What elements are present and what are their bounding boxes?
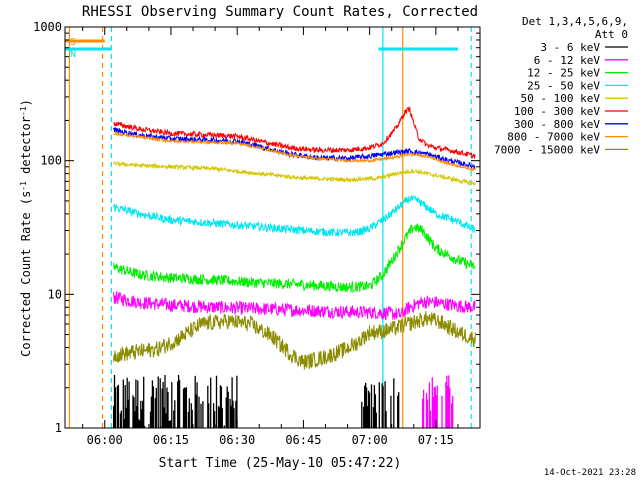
x-axis-label: Start Time (25-May-10 05:47:22) <box>159 456 402 471</box>
legend-label-1: 6 - 12 keV <box>534 54 601 67</box>
x-tick-label-4: 07:00 <box>352 433 388 447</box>
series-line-7 <box>113 127 476 170</box>
legend-label-0: 3 - 6 keV <box>540 41 600 54</box>
series-spikes-0 <box>112 374 400 428</box>
legend-label-4: 50 - 100 keV <box>521 92 601 105</box>
y-axis-label-sup-1: -1 <box>19 181 28 191</box>
y-tick-label-3: 1000 <box>33 20 62 34</box>
legend-label-8: 7000 - 15000 keV <box>494 143 600 156</box>
series-spikes-1 <box>421 375 454 428</box>
state-bar-label-1: N <box>70 49 76 60</box>
series-line-9 <box>113 310 476 370</box>
legend-label-6: 300 - 800 keV <box>514 118 600 131</box>
series-line-2 <box>113 291 476 321</box>
y-tick-label-1: 10 <box>48 287 62 301</box>
legend-label-7: 800 - 7000 keV <box>507 131 600 144</box>
detector-info-line-2: Att 0 <box>595 28 628 41</box>
generated-timestamp: 14-Oct-2021 23:28 <box>544 468 636 478</box>
plot-frame <box>64 26 481 429</box>
series-line-4 <box>113 195 476 237</box>
legend-label-2: 12 - 25 keV <box>527 67 600 80</box>
chart-title: RHESSI Observing Summary Count Rates, Co… <box>82 4 478 20</box>
x-tick-label-0: 06:00 <box>87 433 123 447</box>
plot-area: SN <box>65 27 476 428</box>
x-tick-label-1: 06:15 <box>153 433 189 447</box>
axes: 1 10 100 1000 06:00 06:15 06:30 06:45 07:00 07:15 <box>33 20 481 447</box>
state-bar-label-0: S <box>70 37 76 48</box>
series-line-6 <box>113 105 476 160</box>
series-line-3 <box>113 223 476 294</box>
y-tick-label-2: 100 <box>40 154 62 168</box>
series-line-8 <box>113 130 476 172</box>
legend-label-3: 25 - 50 keV <box>527 79 600 92</box>
y-axis-label-part-1: Corrected Count Rate (s <box>19 191 33 357</box>
x-tick-label-2: 06:30 <box>219 433 255 447</box>
y-axis-label-part-3: ) <box>19 99 33 106</box>
y-axis-label-part-2: detector <box>19 116 33 181</box>
detector-info-line-1: Det 1,3,4,5,6,9, <box>522 15 628 28</box>
y-tick-label-0: 1 <box>55 421 62 435</box>
x-tick-label-5: 07:15 <box>418 433 454 447</box>
y-axis-label-sup-2: -1 <box>19 106 28 116</box>
y-axis-label: Corrected Count Rate (s-1 detector-1) <box>19 99 34 357</box>
series-line-5 <box>113 161 476 187</box>
x-tick-label-3: 06:45 <box>285 433 321 447</box>
legend-label-5: 100 - 300 keV <box>514 105 600 118</box>
